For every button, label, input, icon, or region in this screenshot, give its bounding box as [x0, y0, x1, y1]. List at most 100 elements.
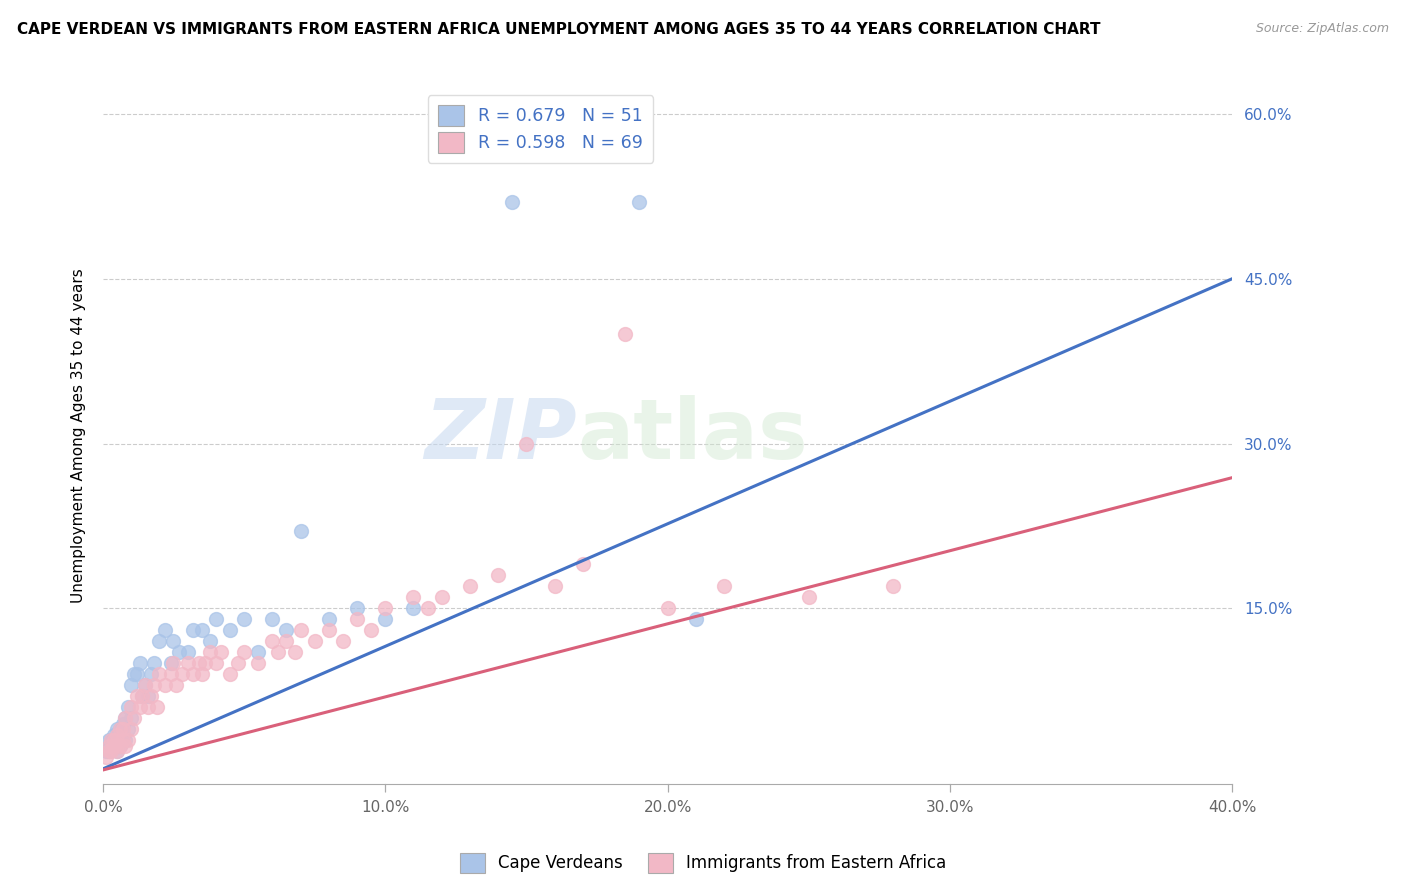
Point	[374, 612, 396, 626]
Point	[94, 744, 117, 758]
Point	[318, 612, 340, 626]
Point	[131, 690, 153, 704]
Point	[458, 579, 481, 593]
Point	[108, 723, 131, 737]
Point	[142, 678, 165, 692]
Point	[100, 733, 122, 747]
Point	[193, 657, 215, 671]
Point	[170, 667, 193, 681]
Point	[190, 624, 212, 638]
Point	[134, 678, 156, 692]
Point	[100, 744, 122, 758]
Point	[125, 690, 148, 704]
Point	[211, 645, 233, 659]
Point	[94, 749, 117, 764]
Point	[176, 657, 198, 671]
Point	[114, 733, 136, 747]
Point	[190, 667, 212, 681]
Point	[111, 728, 134, 742]
Point	[515, 436, 537, 450]
Point	[162, 634, 184, 648]
Point	[165, 678, 187, 692]
Point	[103, 728, 125, 742]
Text: CAPE VERDEAN VS IMMIGRANTS FROM EASTERN AFRICA UNEMPLOYMENT AMONG AGES 35 TO 44 : CAPE VERDEAN VS IMMIGRANTS FROM EASTERN …	[17, 22, 1101, 37]
Point	[181, 667, 204, 681]
Point	[128, 700, 150, 714]
Point	[416, 601, 439, 615]
Point	[205, 657, 228, 671]
Point	[100, 733, 122, 747]
Point	[657, 601, 679, 615]
Point	[402, 601, 425, 615]
Point	[360, 624, 382, 638]
Point	[486, 568, 509, 582]
Point	[346, 601, 368, 615]
Point	[148, 634, 170, 648]
Point	[205, 612, 228, 626]
Point	[103, 733, 125, 747]
Point	[114, 739, 136, 753]
Point	[97, 744, 120, 758]
Point	[103, 739, 125, 753]
Point	[628, 194, 651, 209]
Point	[304, 634, 326, 648]
Point	[125, 667, 148, 681]
Point	[111, 716, 134, 731]
Point	[117, 700, 139, 714]
Point	[139, 690, 162, 704]
Point	[105, 744, 128, 758]
Point	[228, 657, 250, 671]
Point	[176, 645, 198, 659]
Point	[111, 733, 134, 747]
Point	[108, 739, 131, 753]
Legend: R = 0.679   N = 51, R = 0.598   N = 69: R = 0.679 N = 51, R = 0.598 N = 69	[427, 95, 654, 163]
Point	[100, 739, 122, 753]
Point	[262, 634, 284, 648]
Text: atlas: atlas	[578, 395, 808, 475]
Point	[117, 723, 139, 737]
Legend: Cape Verdeans, Immigrants from Eastern Africa: Cape Verdeans, Immigrants from Eastern A…	[453, 847, 953, 880]
Point	[122, 711, 145, 725]
Point	[685, 612, 707, 626]
Point	[797, 591, 820, 605]
Point	[122, 667, 145, 681]
Text: Source: ZipAtlas.com: Source: ZipAtlas.com	[1256, 22, 1389, 36]
Point	[134, 678, 156, 692]
Point	[882, 579, 904, 593]
Point	[219, 624, 242, 638]
Point	[290, 624, 312, 638]
Point	[713, 579, 735, 593]
Point	[262, 612, 284, 626]
Point	[136, 700, 159, 714]
Point	[430, 591, 453, 605]
Point	[374, 601, 396, 615]
Point	[114, 711, 136, 725]
Point	[142, 657, 165, 671]
Point	[136, 690, 159, 704]
Point	[219, 667, 242, 681]
Point	[105, 728, 128, 742]
Point	[120, 700, 142, 714]
Point	[114, 711, 136, 725]
Point	[162, 657, 184, 671]
Point	[97, 733, 120, 747]
Point	[105, 744, 128, 758]
Point	[153, 624, 176, 638]
Point	[318, 624, 340, 638]
Point	[332, 634, 354, 648]
Point	[402, 591, 425, 605]
Point	[614, 326, 637, 341]
Point	[145, 700, 167, 714]
Point	[501, 194, 523, 209]
Point	[111, 723, 134, 737]
Point	[284, 645, 307, 659]
Point	[117, 733, 139, 747]
Point	[139, 667, 162, 681]
Point	[247, 645, 270, 659]
Point	[159, 667, 181, 681]
Point	[233, 612, 256, 626]
Point	[276, 634, 298, 648]
Point	[103, 739, 125, 753]
Point	[167, 645, 190, 659]
Point	[105, 733, 128, 747]
